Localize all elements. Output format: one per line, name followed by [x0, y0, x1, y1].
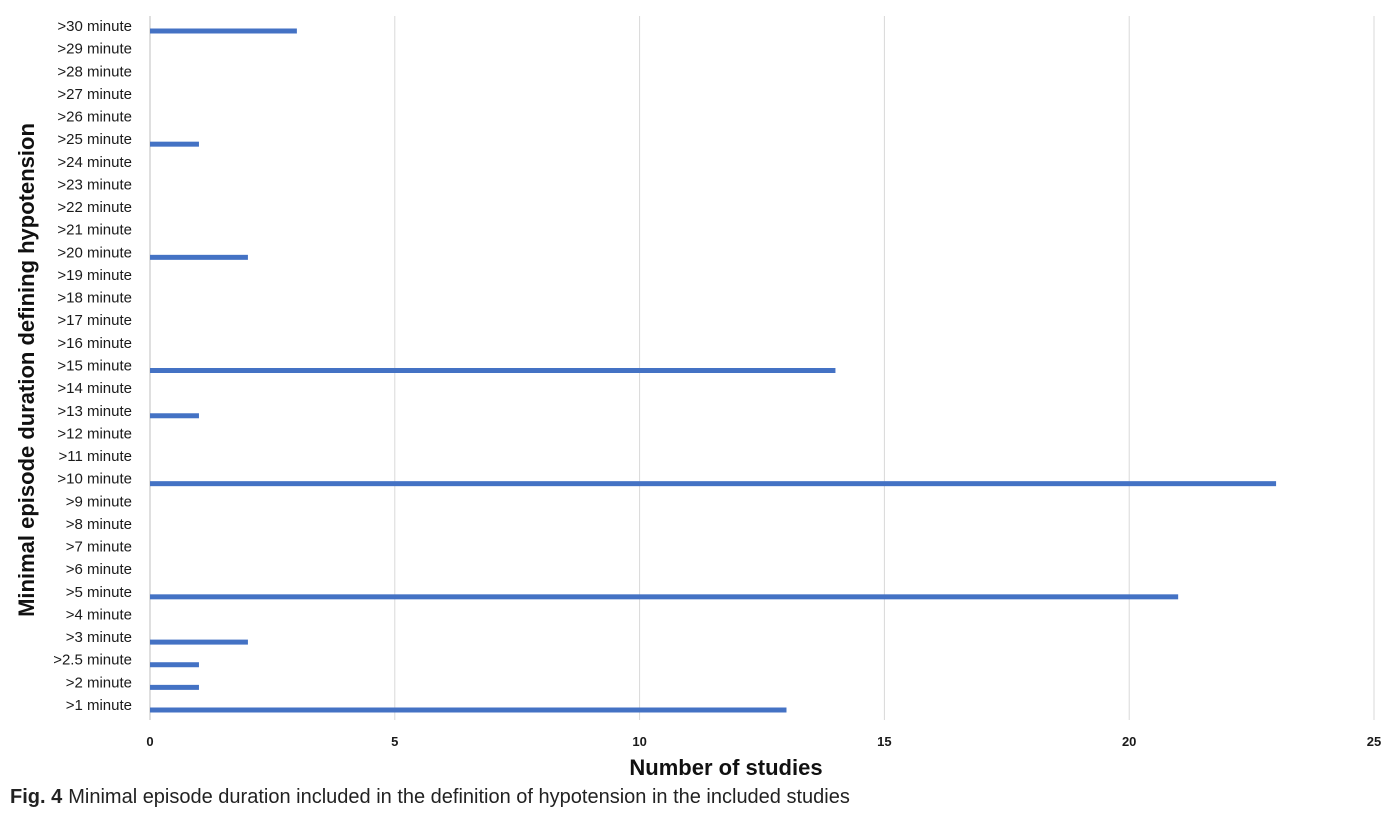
category-label: >18 minute [57, 290, 132, 307]
category-labels: >1 minute >2 minute >2.5 minute >3 minute >4… [53, 18, 132, 714]
bar [150, 413, 199, 419]
category-label: >6 minute [66, 561, 132, 578]
x-tick-label: 0 [146, 734, 153, 749]
category-label: >9 minute [66, 493, 132, 510]
category-label: >30 minute [57, 18, 132, 35]
bar [150, 254, 248, 260]
bar [150, 28, 297, 34]
bar [150, 141, 199, 147]
bar-chart: >1 minute >2 minute >2.5 minute >3 minute >4… [14, 16, 1381, 780]
category-label: >24 minute [57, 154, 132, 171]
x-tick-label: 10 [632, 734, 646, 749]
category-label: >19 minute [57, 267, 132, 284]
x-tick-labels: 0 5 10 15 20 25 [146, 734, 1381, 749]
category-label: >2.5 minute [53, 652, 132, 669]
category-label: >3 minute [66, 629, 132, 646]
x-tick-label: 25 [1367, 734, 1381, 749]
category-label: >21 minute [57, 222, 132, 239]
caption-text: Minimal episode duration included in the… [68, 786, 850, 808]
bar [150, 639, 248, 645]
bar [150, 662, 199, 668]
category-label: >14 minute [57, 380, 132, 397]
category-label: >11 minute [58, 448, 132, 465]
category-label: >1 minute [66, 697, 132, 714]
x-tick-label: 5 [391, 734, 398, 749]
figure-label: Fig. 4 [10, 786, 63, 808]
x-axis-title: Number of studies [629, 755, 822, 780]
category-label: >28 minute [57, 63, 132, 80]
category-label: >2 minute [66, 674, 132, 691]
category-label: >27 minute [57, 86, 132, 103]
category-label: >17 minute [57, 312, 132, 329]
category-label: >15 minute [57, 358, 132, 375]
bar [150, 594, 1179, 600]
bar [150, 368, 836, 373]
bar [150, 481, 1277, 487]
category-label: >26 minute [57, 109, 132, 126]
category-label: >20 minute [57, 244, 132, 261]
category-label: >25 minute [57, 131, 132, 148]
category-label: >29 minute [57, 41, 132, 58]
y-axis-title: Minimal episode duration defining hypote… [14, 123, 39, 617]
x-tick-label: 20 [1122, 734, 1136, 749]
category-label: >12 minute [57, 425, 132, 442]
x-tick-label: 15 [877, 734, 891, 749]
figure-caption: Fig. 4 Minimal episode duration included … [10, 786, 850, 809]
bar [150, 707, 787, 713]
category-label: >16 minute [57, 335, 132, 352]
category-label: >10 minute [57, 471, 132, 488]
category-label: >7 minute [66, 539, 132, 556]
category-label: >23 minute [57, 176, 132, 193]
category-label: >5 minute [66, 584, 132, 601]
category-label: >8 minute [66, 516, 132, 533]
bar [150, 684, 199, 690]
category-label: >22 minute [57, 199, 132, 216]
category-label: >4 minute [66, 606, 132, 623]
bars [150, 28, 1277, 713]
category-label: >13 minute [57, 403, 132, 420]
